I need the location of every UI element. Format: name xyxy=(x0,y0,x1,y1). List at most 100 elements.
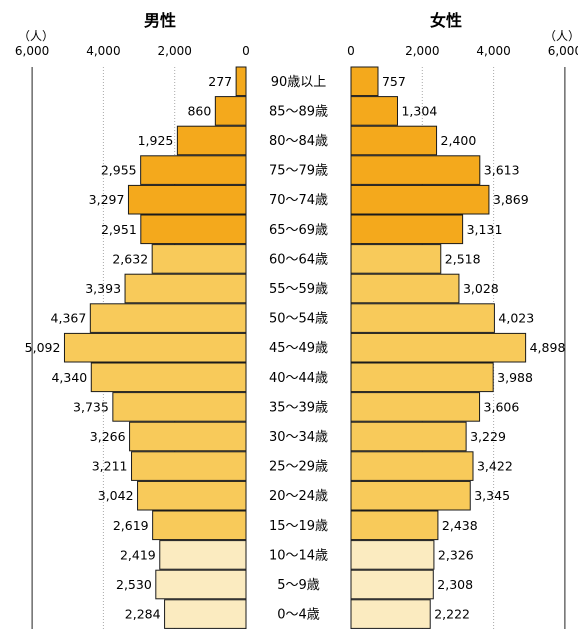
female-value-label: 2,326 xyxy=(438,547,474,562)
female-bar xyxy=(350,599,431,629)
male-value-label: 3,393 xyxy=(85,281,121,296)
male-bar xyxy=(124,273,247,304)
age-group-label: 60〜64歳 xyxy=(269,252,328,267)
female-bar xyxy=(350,421,467,452)
female-bar xyxy=(350,392,481,422)
female-bar xyxy=(350,96,398,126)
male-value-label: 2,951 xyxy=(101,222,137,237)
male-bar xyxy=(129,421,247,452)
female-value-label: 3,131 xyxy=(467,222,503,237)
male-bar xyxy=(176,125,247,156)
male-value-label: 2,284 xyxy=(125,607,161,622)
bars-group xyxy=(63,66,527,629)
male-value-label: 277 xyxy=(208,74,232,89)
male-bar xyxy=(112,392,247,422)
male-bar xyxy=(131,451,247,481)
female-value-label: 3,606 xyxy=(484,399,520,414)
male-value-label: 3,735 xyxy=(73,399,109,414)
female-bar xyxy=(350,214,464,245)
male-value-label: 2,632 xyxy=(112,251,148,266)
labels-group: 277 757 90歳以上 860 1,304 85〜89歳 1,925 2,400 80〜84… xyxy=(25,74,566,623)
male-bar xyxy=(164,599,247,629)
age-group-label: 65〜69歳 xyxy=(269,223,328,238)
female-value-label: 2,308 xyxy=(437,577,473,592)
age-group-label: 15〜19歳 xyxy=(269,519,328,534)
female-value-label: 2,438 xyxy=(442,518,478,533)
male-title: 男性 xyxy=(144,11,176,30)
male-value-label: 2,619 xyxy=(113,518,149,533)
male-value-label: 3,042 xyxy=(98,488,134,503)
female-value-label: 3,229 xyxy=(470,429,506,444)
female-value-label: 757 xyxy=(382,74,406,89)
male-value-label: 2,530 xyxy=(116,577,152,592)
male-bar xyxy=(140,214,247,245)
age-group-label: 35〜39歳 xyxy=(269,400,328,415)
female-value-label: 3,613 xyxy=(484,163,520,178)
male-value-label: 4,340 xyxy=(51,370,87,385)
female-bar xyxy=(350,332,527,363)
female-bar xyxy=(350,66,379,97)
female-bar xyxy=(350,540,435,570)
age-group-label: 70〜74歳 xyxy=(269,193,328,208)
age-group-label: 40〜44歳 xyxy=(269,371,328,386)
male-bar xyxy=(140,155,247,185)
female-value-label: 3,422 xyxy=(477,459,513,474)
male-axis-ticks: 6,000 4,000 2,000 0 xyxy=(15,44,250,58)
male-value-label: 3,211 xyxy=(92,459,128,474)
age-group-label: 90歳以上 xyxy=(271,75,327,90)
age-group-label: 30〜34歳 xyxy=(269,430,328,445)
female-value-label: 3,869 xyxy=(493,192,529,207)
female-bar xyxy=(350,125,438,156)
female-value-label: 2,518 xyxy=(445,251,481,266)
female-bar xyxy=(350,510,439,541)
age-group-label: 50〜54歳 xyxy=(269,312,328,327)
age-group-label: 0〜4歳 xyxy=(277,608,320,623)
female-bar xyxy=(350,244,442,274)
female-bar xyxy=(350,303,495,333)
male-value-label: 2,419 xyxy=(120,547,156,562)
male-value-label: 2,955 xyxy=(101,163,137,178)
male-tick-label: 4,000 xyxy=(86,44,120,58)
age-group-label: 80〜84歳 xyxy=(269,134,328,149)
male-bar xyxy=(155,569,247,600)
female-title: 女性 xyxy=(430,11,462,30)
female-bar xyxy=(350,480,471,511)
age-group-label: 20〜24歳 xyxy=(269,489,328,504)
female-tick-label: 6,000 xyxy=(548,44,578,58)
female-bar xyxy=(350,273,460,304)
age-group-label: 55〜59歳 xyxy=(269,282,328,297)
male-value-label: 3,297 xyxy=(89,192,125,207)
left-unit-label: （人） xyxy=(18,29,54,43)
female-value-label: 1,304 xyxy=(401,103,437,118)
age-group-label: 85〜89歳 xyxy=(269,104,328,119)
male-value-label: 3,266 xyxy=(90,429,126,444)
male-value-label: 860 xyxy=(187,103,211,118)
male-bar xyxy=(137,480,247,511)
female-bar xyxy=(350,155,481,185)
female-bar xyxy=(350,184,490,215)
age-group-label: 25〜29歳 xyxy=(269,460,328,475)
female-tick-label: 2,000 xyxy=(405,44,439,58)
female-bar xyxy=(350,451,474,481)
female-bar xyxy=(350,362,494,393)
female-value-label: 3,988 xyxy=(497,370,533,385)
female-value-label: 3,345 xyxy=(474,488,510,503)
male-value-label: 5,092 xyxy=(25,340,61,355)
age-group-label: 10〜14歳 xyxy=(269,548,328,563)
male-bar xyxy=(90,362,247,393)
female-axis-ticks: 0 2,000 4,000 6,000 xyxy=(347,44,578,58)
female-value-label: 3,028 xyxy=(463,281,499,296)
female-tick-label: 4,000 xyxy=(476,44,510,58)
male-tick-label: 2,000 xyxy=(158,44,192,58)
female-bar xyxy=(350,569,434,600)
male-bar xyxy=(152,510,247,541)
male-bar xyxy=(63,332,247,363)
male-value-label: 4,367 xyxy=(51,311,87,326)
male-bar xyxy=(151,244,247,274)
female-value-label: 2,222 xyxy=(434,607,470,622)
female-value-label: 4,023 xyxy=(498,311,534,326)
female-tick-label: 0 xyxy=(347,44,355,58)
male-bar xyxy=(89,303,247,333)
male-bar xyxy=(214,96,247,126)
